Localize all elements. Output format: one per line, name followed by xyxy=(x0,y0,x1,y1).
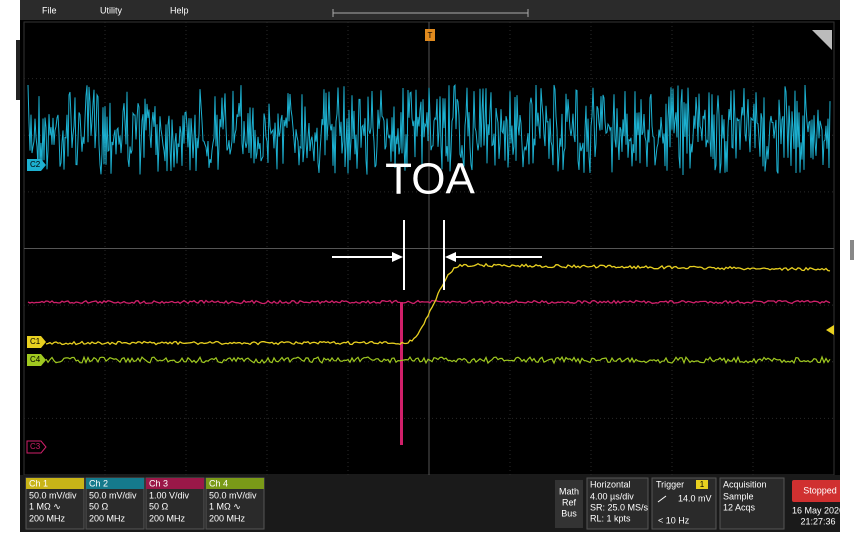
menu-bar xyxy=(20,0,840,20)
box-value: < 10 Hz xyxy=(658,515,690,525)
channel-scale: 50.0 mV/div xyxy=(29,490,77,500)
channel-name: Ch 3 xyxy=(149,478,168,488)
channel-coupling: 1 MΩ ∿ xyxy=(209,501,241,511)
menu-item[interactable]: File xyxy=(42,5,57,15)
button-label: Bus xyxy=(561,508,577,518)
channel-marker: C4 xyxy=(30,355,41,364)
channel-scale: 50.0 mV/div xyxy=(89,490,137,500)
trigger-source: 1 xyxy=(700,480,705,489)
box-value: SR: 25.0 MS/s xyxy=(590,502,649,512)
box-value: RL: 1 kpts xyxy=(590,513,631,523)
menu-item[interactable]: Utility xyxy=(100,5,122,15)
time: 21:27:36 xyxy=(800,516,835,526)
channel-marker: C2 xyxy=(30,160,41,169)
oscilloscope-screen: File Utility Help T TOA C2 C1 C4 C3 Ch 1… xyxy=(0,0,859,532)
box-value: 4.00 µs/div xyxy=(590,491,634,501)
channel-name: Ch 2 xyxy=(89,478,108,488)
box-value: 12 Acqs xyxy=(723,502,756,512)
channel-scale: 50.0 mV/div xyxy=(209,490,257,500)
box-value: 14.0 mV xyxy=(678,493,712,503)
run-stop-label: Stopped xyxy=(803,485,837,495)
channel-name: Ch 4 xyxy=(209,478,228,488)
waveform-ch3-pulse xyxy=(400,302,403,445)
channel-marker: C3 xyxy=(30,442,41,451)
scope-display: File Utility Help T TOA C2 C1 C4 C3 Ch 1… xyxy=(0,0,859,532)
button-label: Ref xyxy=(562,497,577,507)
channel-name: Ch 1 xyxy=(29,478,48,488)
channel-bandwidth: 200 MHz xyxy=(209,513,246,523)
channel-coupling: 1 MΩ ∿ xyxy=(29,501,61,511)
box-title: Horizontal xyxy=(590,479,631,489)
acquisition-box[interactable]: Acquisition Sample 12 Acqs xyxy=(720,478,784,529)
channel-scale: 1.00 V/div xyxy=(149,490,190,500)
trigger-marker-label: T xyxy=(428,31,433,40)
channel-bandwidth: 200 MHz xyxy=(149,513,186,523)
annotation: TOA xyxy=(385,155,475,204)
box-title: Trigger xyxy=(656,479,684,489)
channel-marker: C1 xyxy=(30,337,41,346)
channel-bandwidth: 200 MHz xyxy=(89,513,126,523)
trigger-box[interactable]: Trigger 1 14.0 mV < 10 Hz xyxy=(652,478,716,529)
box-title: Acquisition xyxy=(723,479,767,489)
scrollbar xyxy=(850,240,854,260)
menu-item[interactable]: Help xyxy=(170,5,189,15)
date: 16 May 2026 xyxy=(792,505,844,515)
channel-bandwidth: 200 MHz xyxy=(29,513,66,523)
box-value: Sample xyxy=(723,491,754,501)
window-edge xyxy=(840,0,859,532)
channel-coupling: 50 Ω xyxy=(89,501,109,511)
math-ref-bus[interactable]: Math Ref Bus xyxy=(555,480,583,528)
horizontal-box[interactable]: Horizontal 4.00 µs/div SR: 25.0 MS/s RL:… xyxy=(587,478,649,529)
button-label: Math xyxy=(559,486,579,496)
channel-coupling: 50 Ω xyxy=(149,501,169,511)
